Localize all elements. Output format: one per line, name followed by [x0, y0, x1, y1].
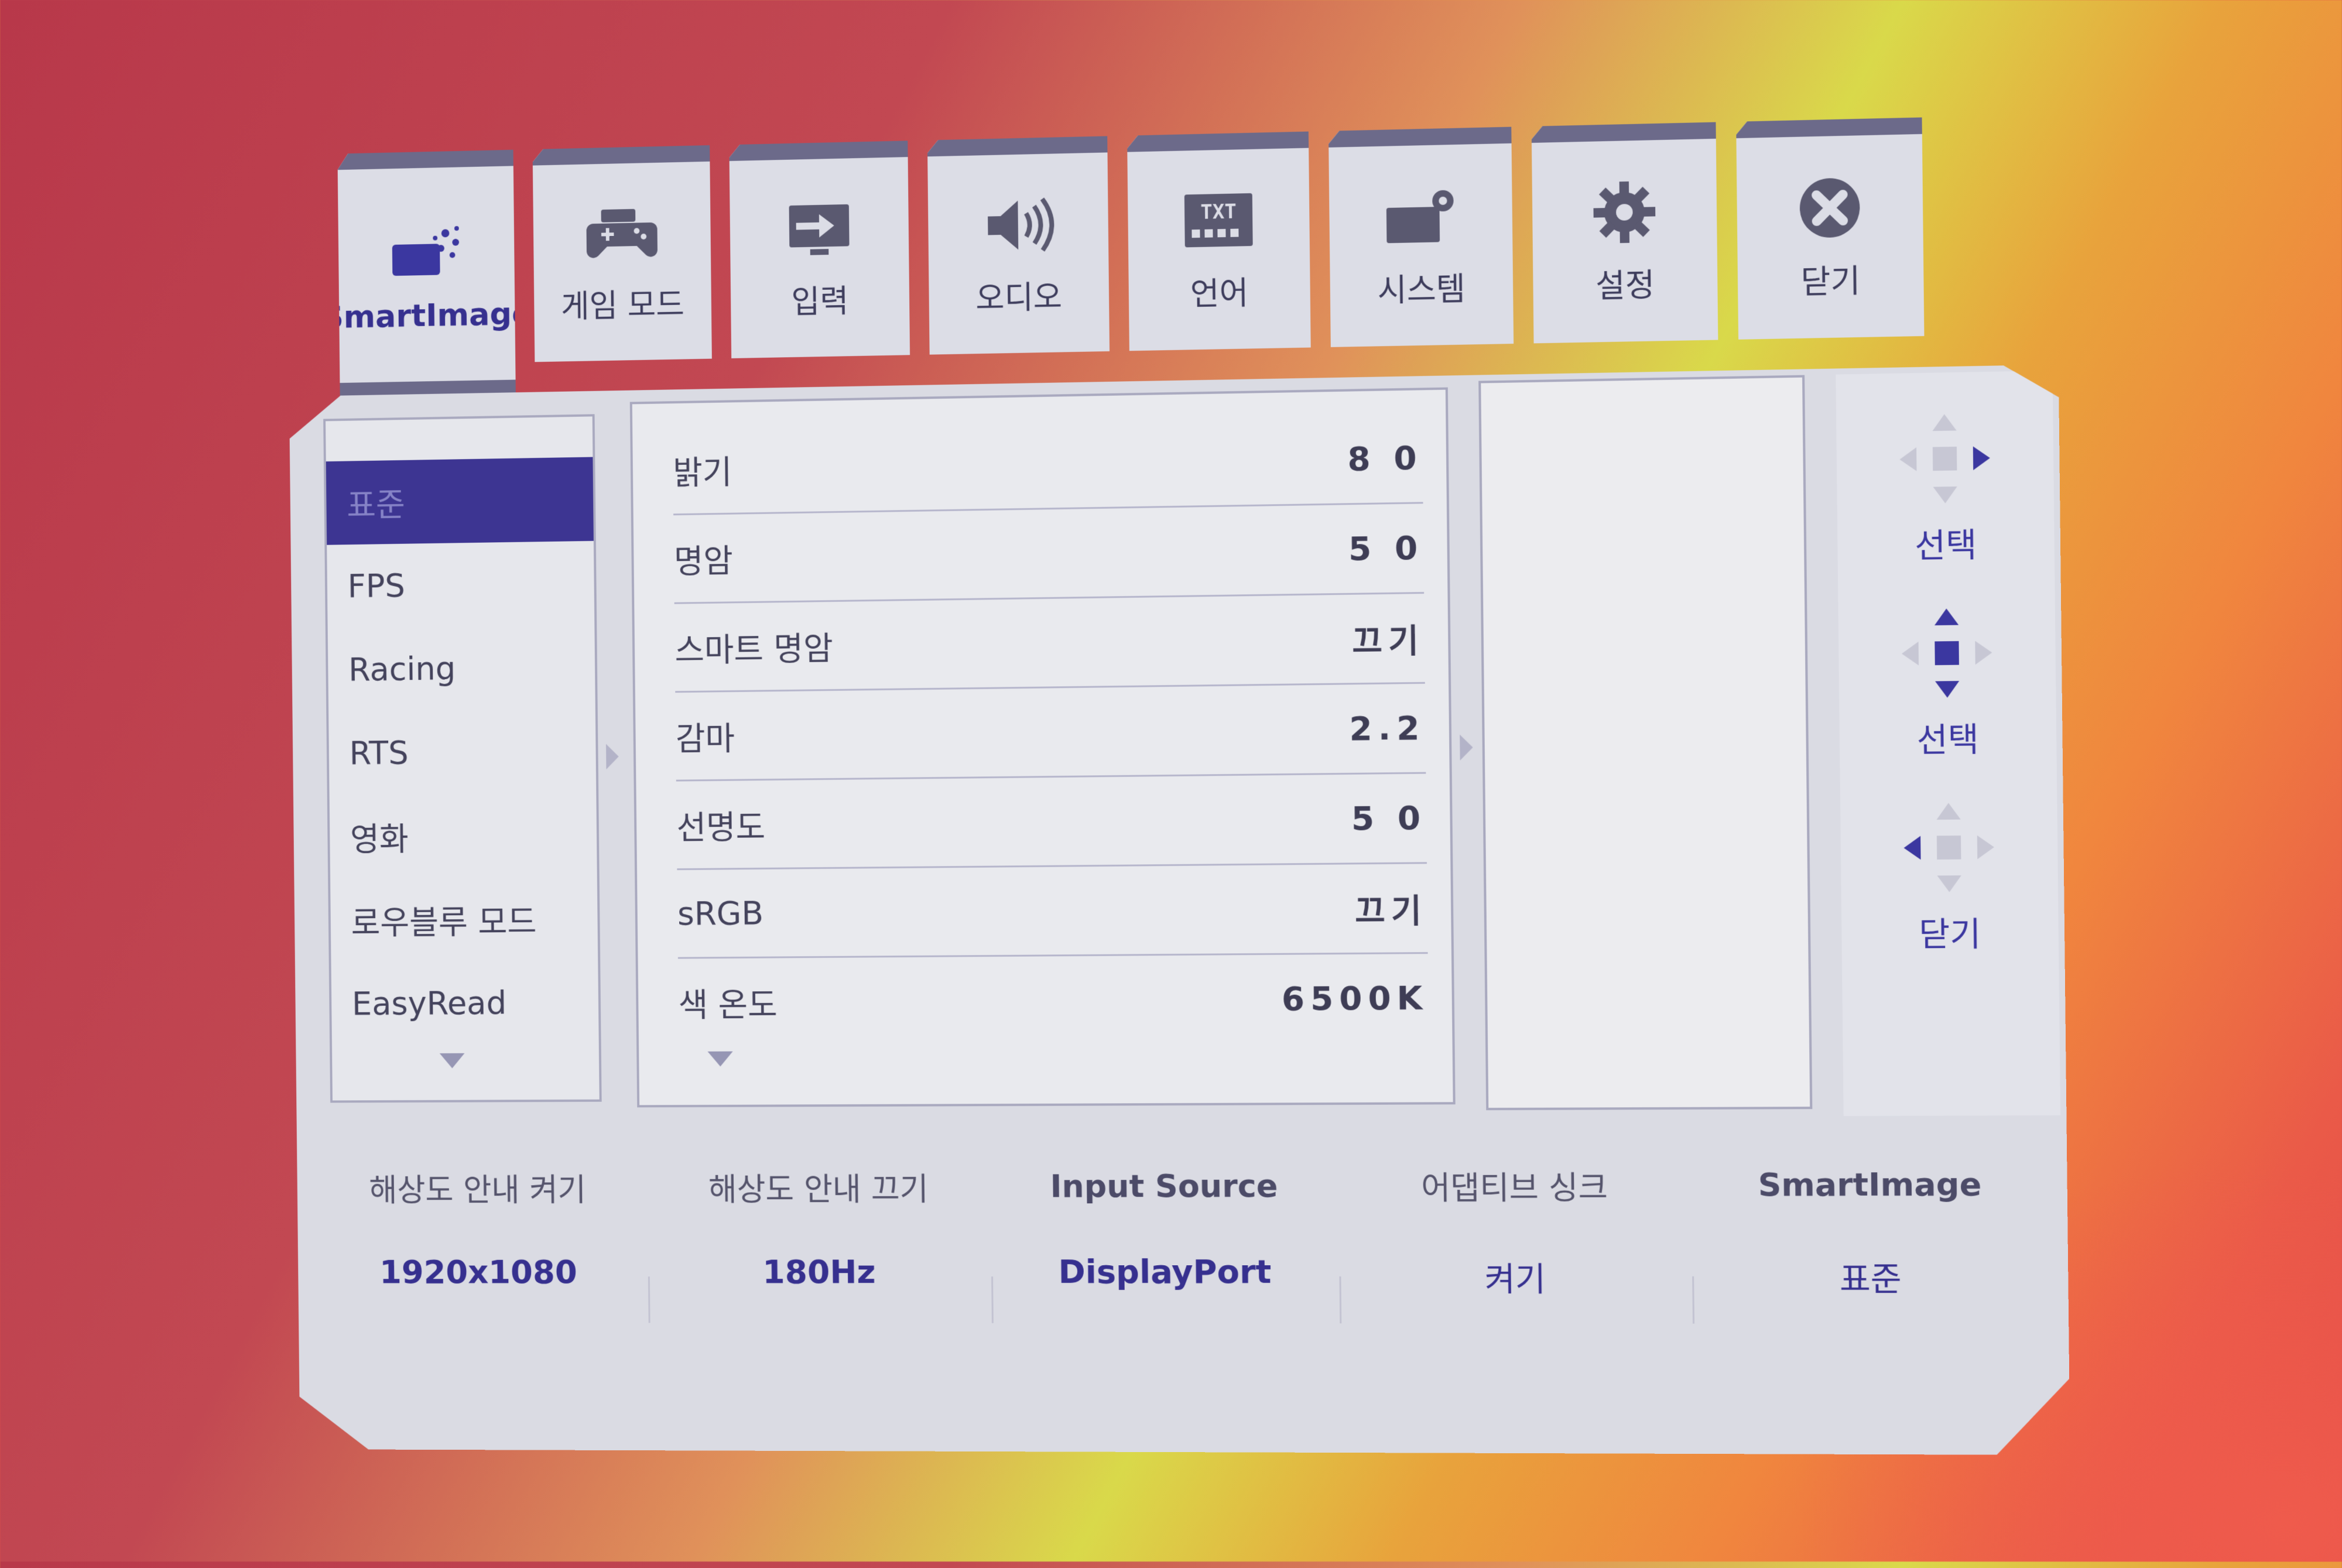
- tab-close[interactable]: 닫기: [1736, 117, 1924, 339]
- tab-input[interactable]: 입력: [729, 141, 910, 358]
- setting-label: 선명도: [676, 800, 765, 848]
- input-icon: [779, 193, 860, 265]
- setting-row-brightness[interactable]: 밝기 8 0: [673, 414, 1423, 516]
- tab-label: 게임 모드: [561, 278, 684, 326]
- setting-label: 밝기: [673, 446, 732, 494]
- smartimage-icon: [386, 215, 467, 286]
- mode-item-fps[interactable]: FPS: [327, 541, 594, 628]
- mode-item-rts[interactable]: RTS: [328, 708, 596, 795]
- nav-hint-label: 닫기: [1919, 908, 1981, 956]
- svg-text:TXT: TXT: [1200, 200, 1237, 224]
- setting-label: 감마: [676, 712, 735, 759]
- setting-value: 5 0: [1351, 799, 1427, 837]
- settings-list: 밝기 8 0 명암 5 0 스마트 명암 끄기 감마 2.2 선명도 5 0 sRGB 끄기…: [630, 388, 1456, 1108]
- info-value: 표준: [1839, 1252, 1902, 1300]
- setting-label: 명암: [673, 535, 733, 583]
- tab-label: 입력: [791, 275, 849, 322]
- tab-smartimage[interactable]: SmartImage: [337, 150, 516, 417]
- info-input-source: Input Source DisplayPort: [990, 1147, 1341, 1394]
- chevron-right-icon: [606, 744, 619, 769]
- nav-hint-select-updown: 선택: [1838, 607, 2057, 762]
- tab-label: 닫기: [1800, 255, 1861, 303]
- status-info-bar: 해상도 안내 켜기 1920x1080 해상도 안내 끄기 180Hz Inpu…: [308, 1145, 2051, 1395]
- gamepad-icon: [581, 198, 662, 269]
- mode-item-label: RTS: [349, 734, 409, 772]
- speaker-icon: [977, 189, 1059, 261]
- dpad-left-icon: [1903, 803, 1995, 893]
- info-header: 어댑티브 싱크: [1420, 1146, 1608, 1224]
- tab-label: SmartImage: [321, 295, 533, 335]
- info-header: 해상도 안내 끄기: [708, 1148, 929, 1224]
- tab-game-mode[interactable]: 게임 모드: [533, 145, 712, 362]
- tab-label: 설정: [1595, 259, 1655, 307]
- mode-item-racing[interactable]: Racing: [328, 625, 595, 712]
- tab-system[interactable]: 시스템: [1328, 127, 1514, 347]
- nav-hint-label: 선택: [1916, 713, 1979, 761]
- info-value: DisplayPort: [1058, 1253, 1271, 1291]
- info-refresh-rate: 해상도 안내 끄기 180Hz: [647, 1148, 993, 1394]
- info-header: SmartImage: [1758, 1145, 1982, 1223]
- setting-row-color-temp[interactable]: 색 온도 6500K: [678, 954, 1429, 1046]
- osd-menu: SmartImage 게임 모드 입력 오디오 TXT 언어: [22, 0, 2342, 1568]
- setting-label: 색 온도: [678, 978, 778, 1026]
- info-resolution: 해상도 안내 켜기 1920x1080: [308, 1149, 649, 1393]
- nav-hint-close: 닫기: [1840, 802, 2059, 957]
- close-icon: [1788, 171, 1872, 244]
- tab-settings[interactable]: 설정: [1532, 122, 1718, 344]
- setting-label: 스마트 명암: [674, 622, 833, 671]
- nav-hint-select-right: 선택: [1836, 412, 2055, 569]
- mode-item-movie[interactable]: 영화: [330, 793, 597, 879]
- mode-item-label: Racing: [348, 650, 456, 689]
- setting-label: sRGB: [677, 894, 764, 933]
- setting-value: 끄기: [1352, 614, 1425, 663]
- mode-item-easyread[interactable]: EasyRead: [331, 960, 599, 1046]
- nav-hint-label: 선택: [1915, 518, 1977, 567]
- mode-item-label: EasyRead: [352, 984, 507, 1023]
- tab-label: 언어: [1190, 267, 1248, 314]
- setting-row-gamma[interactable]: 감마 2.2: [675, 684, 1426, 782]
- tab-label: 오디오: [975, 271, 1063, 319]
- dpad-updown-icon: [1901, 608, 1992, 698]
- setting-value: 끄기: [1355, 884, 1428, 932]
- gear-icon: [1583, 176, 1666, 248]
- setting-value: 6500K: [1282, 979, 1429, 1018]
- info-smartimage: SmartImage 표준: [1691, 1145, 2052, 1395]
- tab-audio[interactable]: 오디오: [927, 136, 1110, 354]
- mode-item-lowblue[interactable]: 로우블루 모드: [330, 877, 598, 962]
- info-header: 해상도 안내 켜기: [369, 1149, 587, 1225]
- info-adaptive-sync: 어댑티브 싱크 켜기: [1338, 1146, 1693, 1395]
- mode-list: 표준 FPS Racing RTS 영화 로우블루 모드 EasyRead: [323, 414, 602, 1103]
- setting-row-sharpness[interactable]: 선명도 5 0: [676, 774, 1427, 871]
- mode-item-label: 로우블루 모드: [351, 896, 537, 944]
- language-txt-icon: TXT: [1177, 184, 1260, 256]
- main-panel: 표준 FPS Racing RTS 영화 로우블루 모드 EasyRead 밝기…: [289, 365, 2070, 1455]
- info-value: 켜기: [1484, 1253, 1546, 1301]
- setting-value: 8 0: [1347, 439, 1423, 478]
- mode-item-standard[interactable]: 표준: [326, 457, 594, 545]
- mode-item-label: 영화: [350, 813, 409, 861]
- setting-row-srgb[interactable]: sRGB 끄기: [677, 864, 1427, 958]
- setting-row-contrast[interactable]: 명암 5 0: [673, 504, 1424, 604]
- setting-row-smart-contrast[interactable]: 스마트 명암 끄기: [674, 594, 1425, 693]
- setting-value: 5 0: [1348, 529, 1424, 568]
- tab-language[interactable]: TXT 언어: [1127, 132, 1311, 351]
- scroll-down-icon[interactable]: [708, 1052, 733, 1067]
- system-icon: [1379, 180, 1462, 253]
- info-header: Input Source: [1050, 1148, 1278, 1224]
- submenu-panel: [1478, 375, 1812, 1111]
- chevron-right-icon: [1460, 734, 1473, 760]
- dpad-right-icon: [1899, 413, 1991, 504]
- mode-item-label: 표준: [347, 478, 405, 526]
- mode-item-label: FPS: [347, 567, 405, 605]
- setting-value: 2.2: [1349, 709, 1426, 748]
- info-value: 1920x1080: [379, 1254, 577, 1291]
- top-tab-bar: SmartImage 게임 모드 입력 오디오 TXT 언어: [337, 114, 2094, 361]
- tab-label: 시스템: [1377, 262, 1466, 310]
- info-value: 180Hz: [762, 1253, 876, 1291]
- scroll-down-icon[interactable]: [440, 1053, 465, 1069]
- nav-hints: 선택 선택 닫기: [1836, 371, 2060, 1116]
